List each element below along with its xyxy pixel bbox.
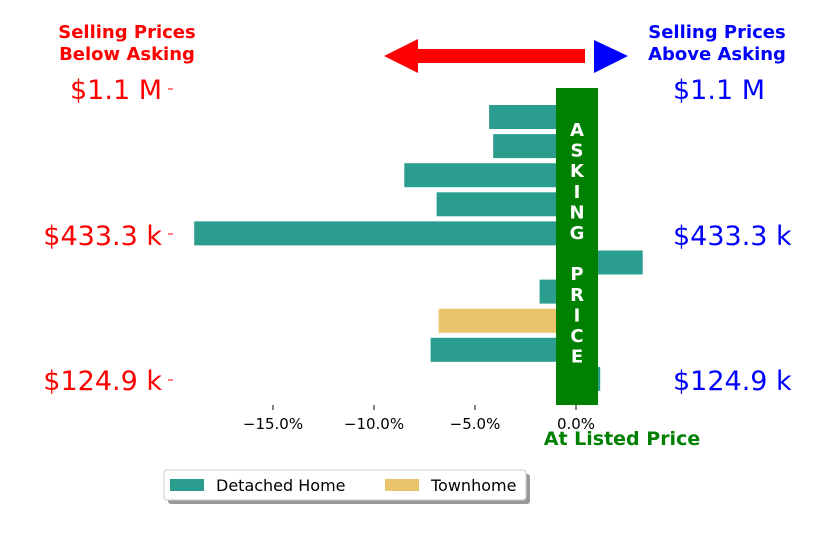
above-asking-title-line1: Selling Prices — [648, 22, 785, 43]
left-price-top: $1.1 M — [70, 75, 162, 106]
x-tick-label-2: −10.0% — [344, 415, 404, 433]
x-axis: −15.0% −10.0% −5.0% 0.0% — [243, 405, 595, 433]
x-tick-label-4: 0.0% — [557, 415, 595, 433]
legend-swatch-detached — [170, 479, 204, 491]
x-tick-label-1: −15.0% — [243, 415, 303, 433]
asking-price-band — [556, 88, 598, 405]
left-price-middle: $433.3 k — [43, 221, 162, 252]
left-price-bottom: $124.9 k — [43, 366, 162, 397]
x-tick-label-3: −5.0% — [450, 415, 501, 433]
left-arrow-icon — [384, 39, 585, 73]
bar-9 — [430, 337, 576, 362]
right-arrow-icon — [594, 40, 628, 73]
legend-swatch-townhome — [385, 479, 419, 491]
below-asking-title-line2: Below Asking — [59, 44, 195, 65]
legend: Detached Home Townhome — [163, 469, 530, 504]
right-price-bottom: $124.9 k — [673, 366, 792, 397]
bar-3 — [404, 163, 576, 188]
legend-label-detached: Detached Home — [216, 476, 346, 495]
at-listed-price-label: At Listed Price — [544, 428, 700, 450]
bar-5 — [194, 221, 576, 246]
right-price-top: $1.1 M — [673, 75, 765, 106]
above-asking-title-line2: Above Asking — [648, 44, 786, 65]
legend-label-townhome: Townhome — [430, 476, 516, 495]
legend-box — [163, 469, 527, 501]
bar-8 — [438, 308, 576, 333]
bar-4 — [436, 192, 576, 217]
below-asking-title-line1: Selling Prices — [58, 22, 195, 43]
right-price-middle: $433.3 k — [673, 221, 792, 252]
